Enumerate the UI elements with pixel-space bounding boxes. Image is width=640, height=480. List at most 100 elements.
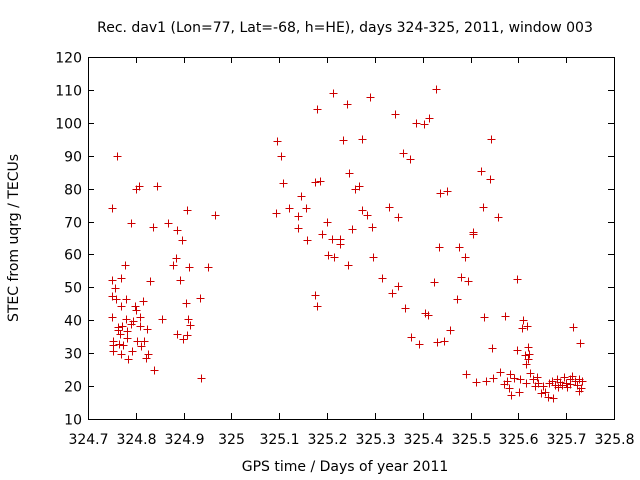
- data-point: [329, 89, 338, 98]
- data-point: [135, 182, 144, 191]
- data-point: [132, 306, 141, 315]
- data-point: [279, 179, 288, 188]
- data-point: [477, 167, 486, 176]
- data-point: [117, 302, 126, 311]
- data-point: [116, 330, 125, 339]
- data-point: [137, 342, 146, 351]
- data-point: [197, 374, 206, 383]
- data-point: [146, 277, 155, 286]
- data-point: [149, 223, 158, 232]
- data-point: [294, 224, 303, 233]
- data-point: [496, 368, 505, 377]
- data-point: [114, 326, 123, 335]
- data-point: [108, 204, 117, 213]
- data-point: [558, 381, 567, 390]
- data-point: [184, 315, 193, 324]
- data-point: [487, 135, 496, 144]
- data-point: [118, 322, 127, 331]
- data-point: [348, 225, 357, 234]
- data-point: [544, 393, 553, 402]
- data-point: [522, 360, 531, 369]
- x-tick-label: 325.6: [498, 432, 538, 448]
- data-point: [144, 350, 153, 359]
- data-point: [501, 312, 510, 321]
- data-point: [519, 316, 528, 325]
- data-point: [355, 182, 364, 191]
- x-tick-label: 325: [218, 432, 245, 448]
- y-tick-label: 100: [55, 117, 82, 133]
- data-point: [123, 334, 132, 343]
- data-point: [139, 297, 148, 306]
- y-tick-label: 40: [64, 314, 82, 330]
- data-point: [128, 347, 137, 356]
- data-point: [533, 373, 542, 382]
- data-point: [358, 206, 367, 215]
- data-point: [430, 278, 439, 287]
- data-point: [369, 253, 378, 262]
- data-point: [391, 110, 400, 119]
- chart-title: Rec. dav1 (Lon=77, Lat=-68, h=HE), days …: [97, 20, 593, 36]
- data-point: [407, 333, 416, 342]
- data-point: [446, 326, 455, 335]
- data-point: [183, 331, 192, 340]
- data-point: [150, 366, 159, 375]
- data-point: [108, 276, 117, 285]
- x-axis-label: GPS time / Days of year 2011: [242, 459, 449, 475]
- data-point: [303, 236, 312, 245]
- data-point: [576, 339, 585, 348]
- data-point: [111, 284, 120, 293]
- data-point: [507, 391, 516, 400]
- data-point: [186, 321, 195, 330]
- data-point: [122, 315, 131, 324]
- data-point: [143, 325, 152, 334]
- data-point: [541, 388, 550, 397]
- data-point: [503, 377, 512, 386]
- x-tick-label: 325.7: [546, 432, 586, 448]
- data-point: [339, 136, 348, 145]
- data-point: [457, 273, 466, 282]
- data-point: [510, 374, 519, 383]
- data-point: [549, 394, 558, 403]
- data-point: [568, 372, 577, 381]
- x-tick-label: 324.8: [116, 432, 156, 448]
- data-point: [127, 219, 136, 228]
- data-point: [343, 100, 352, 109]
- data-point: [330, 253, 339, 262]
- data-point: [124, 355, 133, 364]
- data-point: [328, 235, 337, 244]
- data-point: [525, 350, 534, 359]
- data-point: [432, 85, 441, 94]
- data-point: [461, 253, 470, 262]
- data-point: [136, 322, 145, 331]
- data-point: [537, 389, 546, 398]
- data-point: [494, 213, 503, 222]
- x-tick-label: 325.1: [259, 432, 299, 448]
- data-point: [424, 311, 433, 320]
- data-point: [211, 211, 220, 220]
- data-point: [122, 295, 131, 304]
- y-tick-label: 70: [64, 216, 82, 232]
- data-point: [486, 175, 495, 184]
- data-point: [108, 313, 117, 322]
- data-point: [272, 209, 281, 218]
- data-point: [119, 341, 128, 350]
- data-point: [121, 261, 130, 270]
- data-point: [173, 330, 182, 339]
- data-point: [173, 226, 182, 235]
- data-point: [113, 152, 122, 161]
- data-point: [324, 251, 333, 260]
- data-point: [131, 302, 140, 311]
- data-point: [277, 152, 286, 161]
- data-point: [378, 274, 387, 283]
- data-point: [394, 282, 403, 291]
- data-point: [297, 192, 306, 201]
- x-tick-label: 325.8: [594, 432, 634, 448]
- data-point: [294, 212, 303, 221]
- y-tick-label: 10: [64, 413, 82, 429]
- y-tick-label: 50: [64, 281, 82, 297]
- plot-frame: [88, 57, 615, 420]
- x-tick-label: 325.5: [451, 432, 491, 448]
- data-point: [440, 337, 449, 346]
- y-tick-label: 60: [64, 248, 82, 264]
- data-point: [136, 313, 145, 322]
